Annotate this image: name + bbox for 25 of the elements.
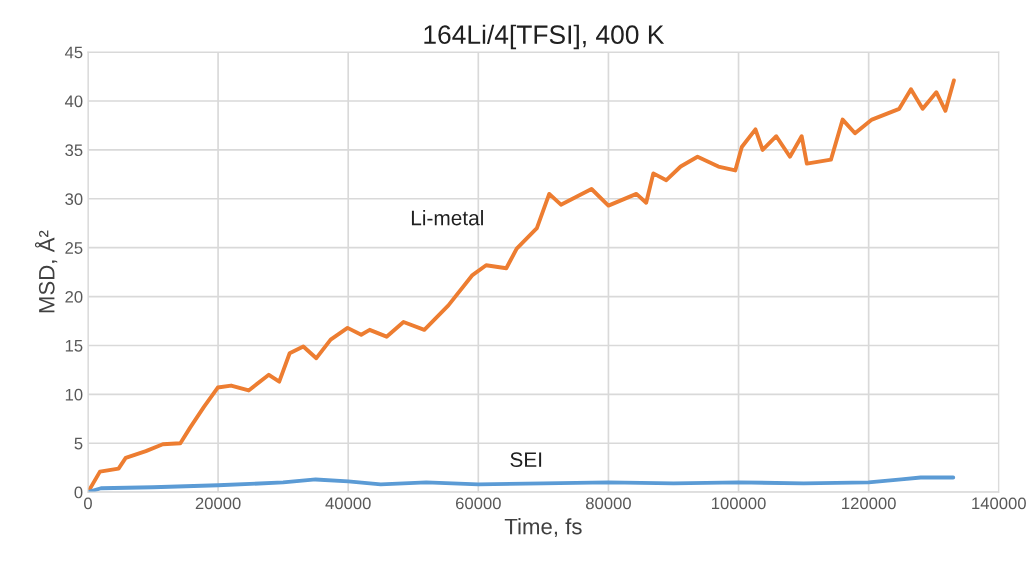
x-tick-label: 40000 xyxy=(325,497,371,510)
y-tick-label: 45 xyxy=(64,46,83,59)
x-tick-label: 80000 xyxy=(585,497,631,510)
y-tick-label: 0 xyxy=(74,486,83,499)
x-tick-label: 0 xyxy=(83,497,92,510)
x-axis-title: Time, fs xyxy=(504,518,582,538)
y-tick-label: 30 xyxy=(65,193,83,205)
y-tick-label: 5 xyxy=(74,437,83,450)
y-tick-label: 20 xyxy=(65,290,83,303)
chart-title: 164Li/4[TFSI], 400 K xyxy=(424,24,665,50)
x-tick-label: 60000 xyxy=(455,497,501,510)
line-series xyxy=(87,78,956,493)
x-tick-label: 140000 xyxy=(972,497,1026,510)
series-label: SEI xyxy=(510,452,542,467)
y-tick-label: 15 xyxy=(65,340,83,352)
x-tick-label: 100000 xyxy=(712,497,766,510)
y-tick-label: 10 xyxy=(65,388,83,401)
y-tick-label: 40 xyxy=(64,95,83,108)
line-series xyxy=(87,475,956,493)
y-axis-title: MSD, Å² xyxy=(34,230,58,313)
x-tick-label: 20000 xyxy=(195,497,241,510)
y-tick-label: 35 xyxy=(65,144,83,157)
series-label: Li-metal xyxy=(411,210,483,226)
x-tick-label: 120000 xyxy=(842,497,896,510)
y-tick-label: 25 xyxy=(65,242,83,254)
